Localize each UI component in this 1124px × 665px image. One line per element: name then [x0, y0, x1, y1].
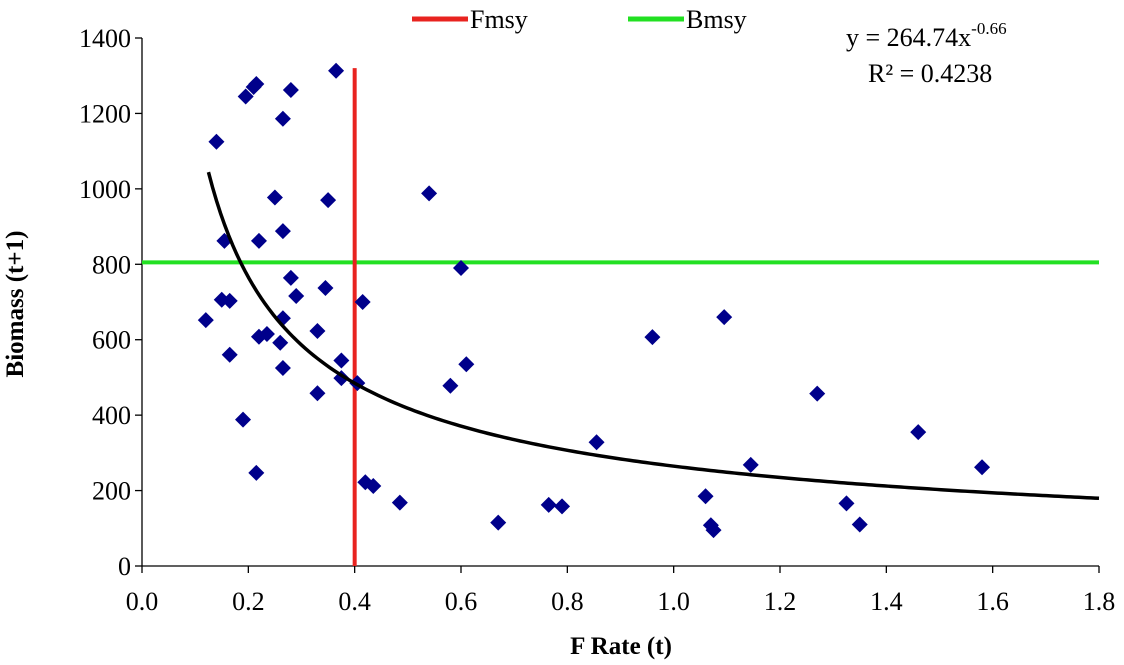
reference-lines — [142, 68, 1099, 566]
data-point — [282, 82, 299, 99]
data-point — [705, 522, 722, 539]
y-tick-label: 0 — [118, 552, 131, 581]
data-point — [910, 424, 927, 441]
data-point — [588, 434, 605, 451]
data-point — [274, 223, 291, 240]
x-tick-label: 0.6 — [445, 587, 478, 616]
x-tick-label: 1.8 — [1083, 587, 1116, 616]
data-point — [248, 464, 265, 481]
trend-equation-base: y = 264.74x — [846, 23, 971, 52]
y-axis-title: Biomass (t+1) — [2, 231, 29, 378]
x-axis-ticks: 0.0 0.2 0.4 0.6 0.8 1.0 1.2 1.4 1.6 1.8 — [126, 566, 1116, 616]
data-point — [274, 110, 291, 127]
data-point — [288, 287, 305, 304]
data-point — [274, 360, 291, 376]
data-point — [250, 232, 267, 249]
trend-equation: y = 264.74x-0.66 — [846, 19, 1007, 52]
x-tick-label: 1.2 — [764, 587, 797, 616]
data-point — [235, 411, 252, 428]
data-point — [554, 498, 571, 515]
axes — [141, 38, 1099, 567]
x-tick-label: 1.6 — [976, 587, 1009, 616]
data-point — [248, 76, 265, 93]
x-tick-label: 0.4 — [338, 587, 371, 616]
data-point — [442, 377, 459, 394]
y-tick-label: 1400 — [79, 24, 131, 53]
y-tick-label: 600 — [92, 326, 131, 355]
trendline-annotation: y = 264.74x-0.66 R² = 0.4238 — [846, 19, 1007, 88]
legend-label-fmsy: Fmsy — [470, 5, 528, 34]
trendline-group — [206, 171, 1100, 501]
data-point — [838, 495, 855, 512]
legend-label-bmsy: Bmsy — [686, 5, 747, 34]
x-tick-label: 1.0 — [657, 587, 690, 616]
y-tick-label: 1200 — [79, 99, 131, 128]
scatter-points — [197, 62, 991, 539]
x-tick-label: 0.0 — [126, 587, 159, 616]
data-point — [644, 329, 661, 346]
x-axis-title: F Rate (t) — [570, 633, 672, 660]
data-point — [221, 292, 238, 309]
data-point — [391, 494, 408, 511]
data-point — [697, 488, 714, 505]
data-point — [540, 496, 557, 513]
data-point — [237, 88, 254, 105]
y-axis-ticks: 0 200 400 600 800 1000 1200 1400 — [79, 24, 142, 581]
data-point — [309, 323, 326, 340]
y-tick-label: 1000 — [79, 175, 131, 204]
data-point — [197, 312, 214, 329]
legend: Fmsy Bmsy — [412, 5, 747, 34]
data-point — [458, 356, 475, 373]
data-point — [328, 62, 345, 79]
x-tick-label: 1.4 — [870, 587, 903, 616]
data-point — [258, 326, 275, 343]
data-point — [320, 192, 337, 209]
data-point — [354, 294, 371, 310]
data-point — [851, 516, 868, 533]
y-tick-label: 400 — [92, 401, 131, 430]
data-point — [333, 352, 350, 369]
y-tick-label: 200 — [92, 477, 131, 506]
data-point — [282, 269, 299, 286]
data-point — [309, 385, 326, 402]
data-point — [421, 185, 438, 202]
data-point — [453, 260, 469, 277]
data-point — [365, 478, 382, 495]
data-point — [974, 459, 991, 476]
data-point — [742, 456, 759, 473]
data-point — [490, 514, 507, 531]
data-point — [221, 346, 238, 363]
data-point — [716, 309, 733, 326]
data-point — [266, 189, 283, 206]
trend-r-squared: R² = 0.4238 — [868, 59, 992, 88]
data-point — [317, 280, 334, 297]
x-tick-label: 0.2 — [232, 587, 265, 616]
data-point — [272, 334, 289, 351]
trend-equation-exponent: -0.66 — [971, 19, 1006, 38]
x-tick-label: 0.8 — [551, 587, 584, 616]
y-tick-label: 800 — [92, 250, 131, 279]
power-trendline — [206, 171, 1100, 501]
data-point — [809, 385, 826, 402]
data-point — [208, 133, 225, 150]
